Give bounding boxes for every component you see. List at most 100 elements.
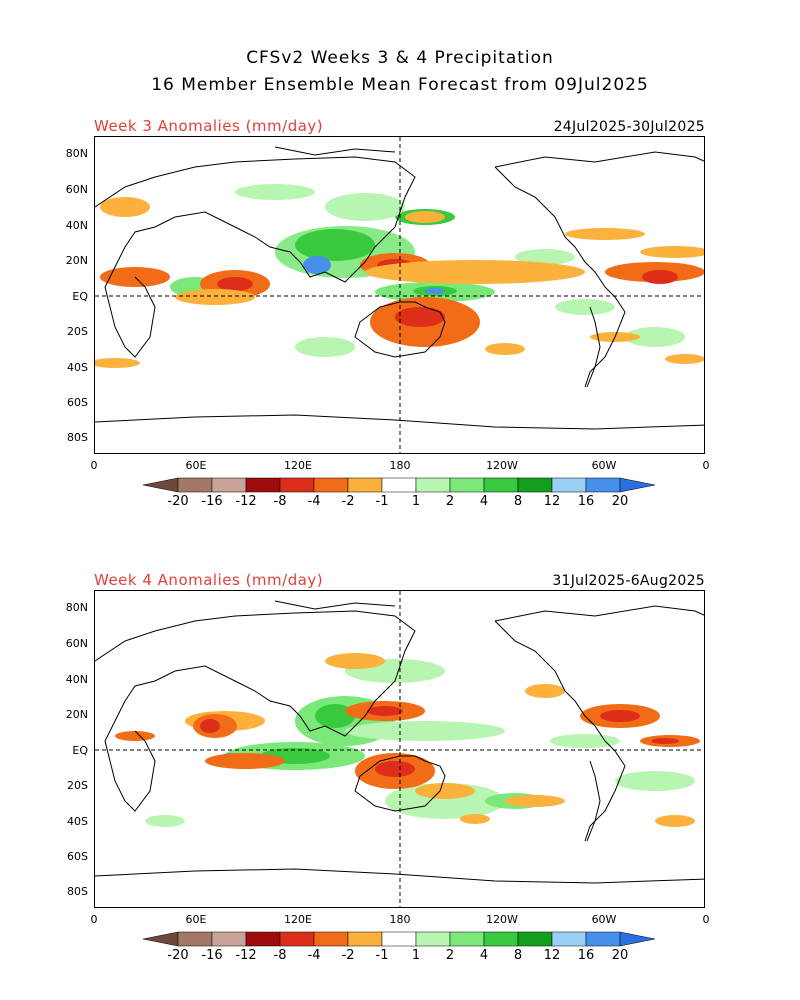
lat-label: 60S	[67, 396, 88, 409]
colorbar-swatch	[415, 931, 451, 947]
colorbar-swatch	[551, 477, 587, 493]
title-line-2: 16 Member Ensemble Mean Forecast from 09…	[151, 75, 649, 95]
colorbar-swatch	[483, 477, 519, 493]
colorbar-swatch	[279, 477, 315, 493]
colorbar-swatch	[551, 931, 587, 947]
lon-label: 120E	[284, 459, 312, 472]
lon-label: 60E	[185, 913, 207, 926]
lat-label: 20S	[67, 779, 88, 792]
lat-label: EQ	[72, 290, 88, 303]
colorbar-swatch	[347, 477, 383, 493]
colorbar-tick-label: 8	[513, 494, 523, 509]
colorbar-tick-label: -4	[307, 494, 321, 509]
colorbar-svg	[143, 477, 656, 493]
lon-label: 60W	[591, 913, 617, 926]
panel-week4-label: Week 4 Anomalies (mm/day)	[94, 571, 324, 589]
colorbar-swatch	[347, 931, 383, 947]
colorbar-tick-label: -2	[341, 494, 355, 509]
colorbar-tick-label: 20	[611, 948, 629, 963]
colorbar-tick-label: 2	[445, 948, 455, 963]
lat-label: 60N	[65, 183, 88, 196]
panel-week3-label: Week 3 Anomalies (mm/day)	[94, 117, 324, 135]
week4-anomaly-fields	[115, 653, 700, 827]
colorbar-tick-label: -16	[201, 494, 223, 509]
colorbar-swatch	[381, 477, 417, 493]
colorbar-tick-label: 16	[577, 494, 595, 509]
colorbar-tick-label: -16	[201, 948, 223, 963]
colorbar-labels: -20 -16 -12 -8 -4 -2 -1 1 2 4 8 12 16 20	[0, 494, 800, 512]
week4-map-svg	[95, 591, 704, 907]
colorbar-tick-label: 16	[577, 948, 595, 963]
colorbar-tick-label: 4	[479, 494, 489, 509]
panel-week4-date-range: 31Jul2025-6Aug2025	[552, 573, 705, 589]
lat-label: 20N	[65, 254, 88, 267]
colorbar-arrow-low	[143, 477, 179, 493]
colorbar-swatch	[313, 477, 349, 493]
week4-reference-lines	[95, 591, 704, 907]
lat-label: 40N	[65, 219, 88, 232]
colorbar-tick-label: 2	[445, 494, 455, 509]
lat-label: EQ	[72, 744, 88, 757]
colorbar-tick-label: -8	[273, 948, 287, 963]
lat-label: 40S	[67, 361, 88, 374]
colorbar-swatch	[415, 477, 451, 493]
colorbar-tick-label: 1	[411, 948, 421, 963]
colorbar-swatch	[449, 477, 485, 493]
colorbar-swatch	[483, 931, 519, 947]
panel-week3-date-range: 24Jul2025-30Jul2025	[553, 119, 705, 135]
colorbar-tick-label: 12	[543, 948, 561, 963]
lon-label: 0	[702, 459, 710, 472]
colorbar-tick-label: 12	[543, 494, 561, 509]
lat-label: 80N	[65, 147, 88, 160]
colorbar-tick-label: -20	[167, 494, 189, 509]
colorbar-swatch	[279, 931, 315, 947]
lon-label: 120W	[486, 913, 518, 926]
colorbar-labels: -20 -16 -12 -8 -4 -2 -1 1 2 4 8 12 16 20	[0, 948, 800, 966]
lat-label: 60S	[67, 850, 88, 863]
colorbar-swatch	[177, 477, 213, 493]
colorbar-swatch	[313, 931, 349, 947]
colorbar-tick-label: -12	[235, 494, 257, 509]
colorbar-tick-label: 4	[479, 948, 489, 963]
lat-label: 40N	[65, 673, 88, 686]
lat-label: 80S	[67, 431, 88, 444]
colorbar-swatch	[381, 931, 417, 947]
week4-map	[94, 590, 705, 908]
colorbar-swatch	[517, 931, 553, 947]
colorbar-arrow-high	[619, 477, 656, 493]
colorbar-tick-label: -1	[375, 494, 389, 509]
colorbar-tick-label: 20	[611, 494, 629, 509]
colorbar-arrow-high	[619, 931, 656, 947]
title-line-1: CFSv2 Weeks 3 & 4 Precipitation	[246, 48, 554, 68]
lon-label: 0	[90, 459, 98, 472]
lon-label: 180	[389, 459, 411, 472]
lon-label: 120E	[284, 913, 312, 926]
colorbar-tick-label: -12	[235, 948, 257, 963]
lat-label: 40S	[67, 815, 88, 828]
colorbar-svg	[143, 931, 656, 947]
colorbar-swatch	[517, 477, 553, 493]
colorbar-tick-label: -2	[341, 948, 355, 963]
lon-label: 0	[702, 913, 710, 926]
colorbar-swatch	[177, 931, 213, 947]
week3-map-svg	[95, 137, 704, 453]
colorbar-swatch	[245, 477, 281, 493]
week3-reference-lines	[95, 137, 704, 453]
lon-label: 60W	[591, 459, 617, 472]
lat-label: 80S	[67, 885, 88, 898]
colorbar-arrow-low	[143, 931, 179, 947]
colorbar-tick-label: -4	[307, 948, 321, 963]
colorbar-tick-label: -20	[167, 948, 189, 963]
colorbar-swatch	[585, 477, 621, 493]
lat-label: 60N	[65, 637, 88, 650]
colorbar-swatch	[585, 931, 621, 947]
colorbar-tick-label: -8	[273, 494, 287, 509]
lat-label: 20S	[67, 325, 88, 338]
week4-coastlines	[95, 600, 704, 884]
week3-coastlines	[95, 146, 704, 430]
lon-label: 180	[389, 913, 411, 926]
colorbar-tick-label: 8	[513, 948, 523, 963]
lon-label: 0	[90, 913, 98, 926]
lon-label: 120W	[486, 459, 518, 472]
colorbar-tick-label: 1	[411, 494, 421, 509]
